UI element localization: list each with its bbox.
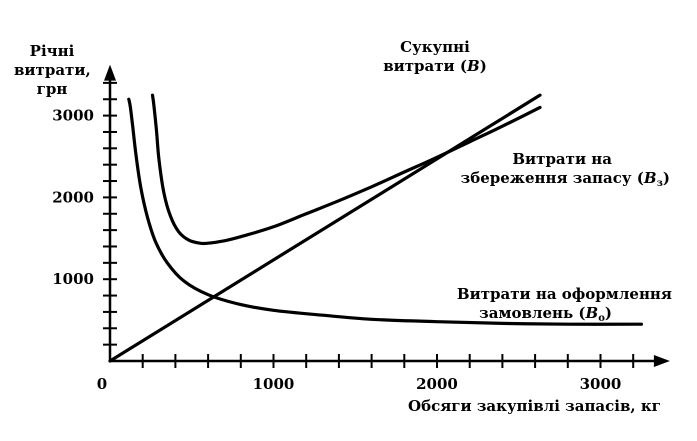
series-line-ordering	[127, 97, 643, 326]
y-tick-label: 1000	[52, 270, 94, 288]
series-label-line: Сукупні	[400, 38, 470, 56]
series-label-line: Витрати на	[512, 150, 612, 168]
series-label-line: збереження запасу (Bз)	[440, 169, 670, 193]
series-label-total: Сукупні витрати (B)	[360, 38, 510, 76]
series-label-text: збереження запасу (	[460, 169, 644, 187]
series-label-subscript: з	[656, 178, 663, 189]
series-label-text: витрати (	[383, 57, 467, 75]
x-tick-label: 3000	[580, 375, 622, 393]
series-label-symbol: B	[585, 304, 599, 322]
y-axis-label-line: витрати,	[14, 61, 91, 79]
series-label-subscript: о	[598, 313, 605, 324]
series-label-line: Витрати на оформлення	[456, 285, 672, 303]
series-label-symbol: B	[467, 57, 480, 75]
x-tick-label: 2000	[416, 375, 458, 393]
y-axis-label-line: Річні	[29, 42, 75, 60]
y-tick-label: 3000	[52, 107, 94, 125]
series-label-line: витрати (B)	[360, 57, 510, 76]
series-line-storage	[108, 93, 542, 363]
series-label-tail: )	[479, 57, 487, 75]
series-label-tail: )	[604, 304, 612, 322]
x-tick-label: 0	[97, 375, 107, 393]
series-label-symbol: B	[643, 169, 657, 187]
series-line-total	[150, 93, 542, 246]
y-axis-label-line: грн	[36, 80, 68, 98]
series-lines	[108, 93, 643, 363]
y-tick-label: 2000	[52, 188, 94, 206]
series-label-storage: Витрати на збереження запасу (Bз)	[440, 150, 670, 193]
series-label-ordering: Витрати на оформлення замовлень (Bо)	[440, 285, 672, 328]
y-axis-arrow	[104, 64, 116, 81]
x-tick-label: 1000	[253, 375, 295, 393]
series-label-line: замовлень (Bо)	[440, 304, 672, 328]
y-axis-label: Річні витрати, грн	[14, 42, 91, 99]
series-label-text: замовлень (	[479, 304, 586, 322]
series-label-tail: )	[662, 169, 670, 187]
x-axis-arrow	[653, 355, 670, 367]
ticks: 0 1000 2000 3000 1000 2000 3000	[52, 81, 635, 393]
x-axis-label: Обсяги закупівлі запасів, кг	[408, 397, 661, 415]
